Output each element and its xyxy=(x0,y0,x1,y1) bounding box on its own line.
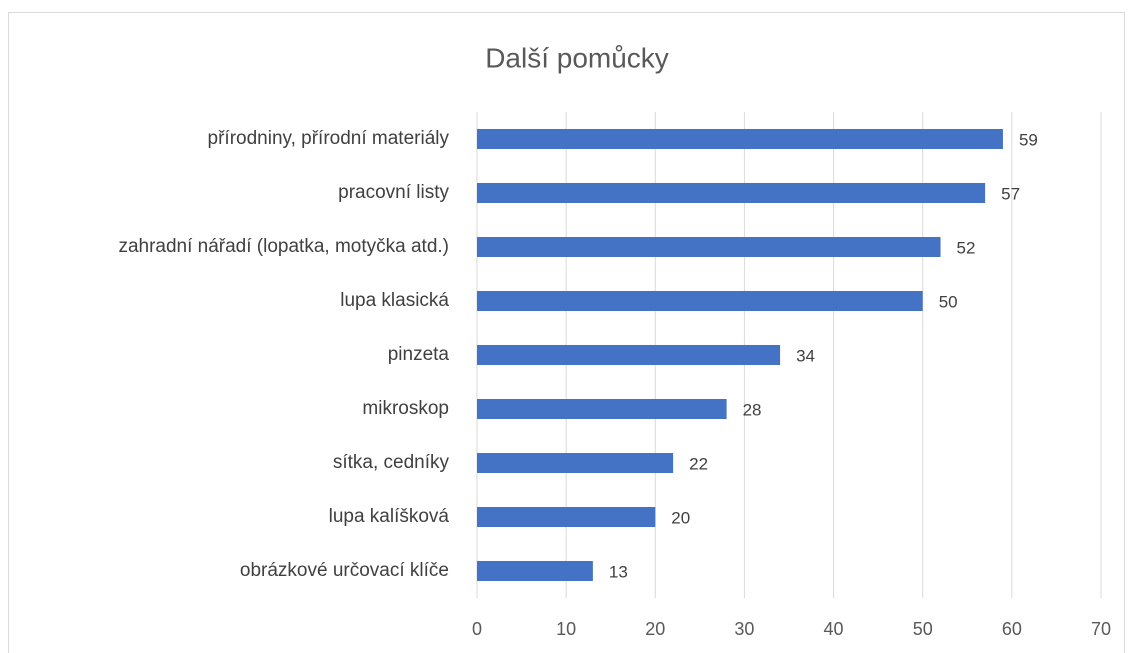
x-tick-label: 70 xyxy=(1091,619,1111,639)
bar xyxy=(477,291,923,311)
y-tick-label: lupa klasická xyxy=(340,290,449,311)
bar xyxy=(477,561,593,581)
bar xyxy=(477,129,1003,149)
data-label: 59 xyxy=(1019,130,1038,149)
data-label: 57 xyxy=(1001,184,1020,203)
x-tick-label: 50 xyxy=(913,619,933,639)
x-tick-label: 0 xyxy=(472,619,482,639)
chart-title: Další pomůcky xyxy=(485,42,669,73)
bar xyxy=(477,507,656,527)
data-label: 52 xyxy=(957,238,976,257)
data-label: 13 xyxy=(609,562,628,581)
data-label: 20 xyxy=(671,508,690,527)
bar xyxy=(477,237,941,257)
y-tick-label: sítka, cedníky xyxy=(333,452,450,473)
y-tick-label: zahradní nářadí (lopatka, motyčka atd.) xyxy=(118,236,449,257)
y-tick-label: přírodniny, přírodní materiály xyxy=(208,128,450,149)
y-tick-label: lupa kalíšková xyxy=(329,506,450,527)
data-label: 22 xyxy=(689,454,708,473)
x-tick-label: 30 xyxy=(734,619,754,639)
x-tick-label: 20 xyxy=(645,619,665,639)
data-label: 28 xyxy=(743,400,762,419)
bar xyxy=(477,453,674,473)
y-tick-label: pinzeta xyxy=(388,344,450,365)
y-tick-label: mikroskop xyxy=(362,398,449,419)
x-tick-label: 10 xyxy=(556,619,576,639)
bar xyxy=(477,345,781,365)
data-label: 50 xyxy=(939,292,958,311)
data-label: 34 xyxy=(796,346,815,365)
y-tick-label: obrázkové určovací klíče xyxy=(240,560,449,581)
bar xyxy=(477,183,986,203)
bar xyxy=(477,399,727,419)
y-tick-label: pracovní listy xyxy=(338,182,449,203)
x-tick-label: 60 xyxy=(1002,619,1022,639)
x-tick-label: 40 xyxy=(824,619,844,639)
